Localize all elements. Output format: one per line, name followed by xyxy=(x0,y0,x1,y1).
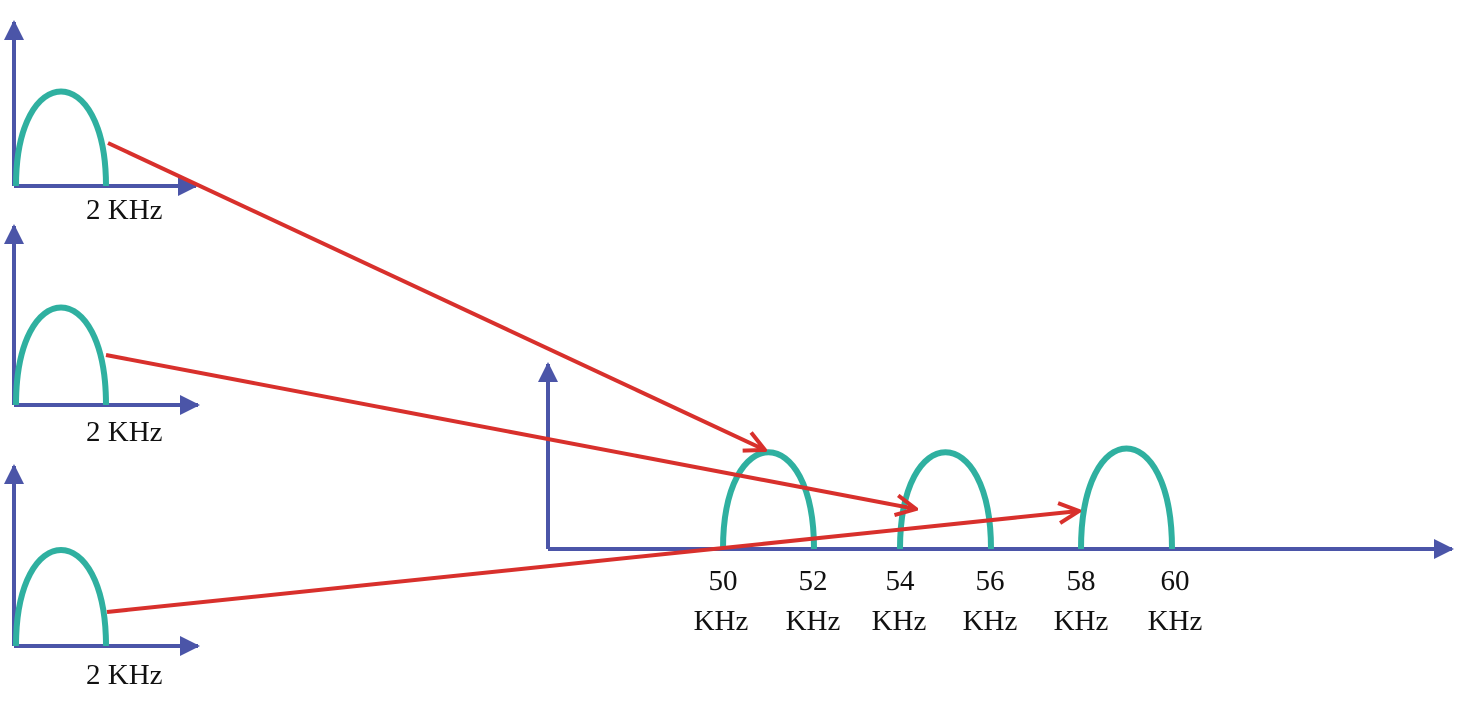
input-2-band xyxy=(13,304,109,406)
tick-label-value: 52 xyxy=(799,565,828,597)
tick-label-value: 58 xyxy=(1067,565,1096,597)
tick-label-unit: KHz xyxy=(872,605,927,637)
input-spectrum-1: 2 KHz xyxy=(3,20,198,226)
tick-label-unit: KHz xyxy=(786,605,841,637)
tick-label-value: 60 xyxy=(1161,565,1190,597)
input-1-freq-label: 2 KHz xyxy=(86,194,163,226)
tick-label-value: 54 xyxy=(886,565,916,597)
arrow-input-3-to-band-58 xyxy=(106,511,1079,614)
output-band-50-52 xyxy=(720,449,817,550)
output-spectrum: 50 KHz 52 KHz 54 KHz 56 KHz 58 KHz 60 KH… xyxy=(538,362,1454,637)
input-spectrum-2: 2 KHz xyxy=(3,224,200,448)
tick-label-unit: KHz xyxy=(1148,605,1203,637)
input-3-band xyxy=(13,547,109,647)
arrow-input-2-to-band-54 xyxy=(105,353,916,509)
mapping-arrows xyxy=(105,141,1079,614)
output-band-58-60 xyxy=(1078,445,1175,550)
input-spectrum-3: 2 KHz xyxy=(3,464,200,691)
input-3-freq-label: 2 KHz xyxy=(86,659,163,691)
input-1-band xyxy=(13,88,109,187)
input-2-freq-label: 2 KHz xyxy=(86,416,163,448)
tick-label-unit: KHz xyxy=(694,605,749,637)
tick-label-unit: KHz xyxy=(1054,605,1109,637)
tick-label-value: 50 xyxy=(709,565,738,597)
tick-label-value: 56 xyxy=(976,565,1005,597)
arrow-input-1-to-band-50 xyxy=(107,141,765,450)
tick-label-unit: KHz xyxy=(963,605,1018,637)
output-band-54-56 xyxy=(897,449,994,550)
